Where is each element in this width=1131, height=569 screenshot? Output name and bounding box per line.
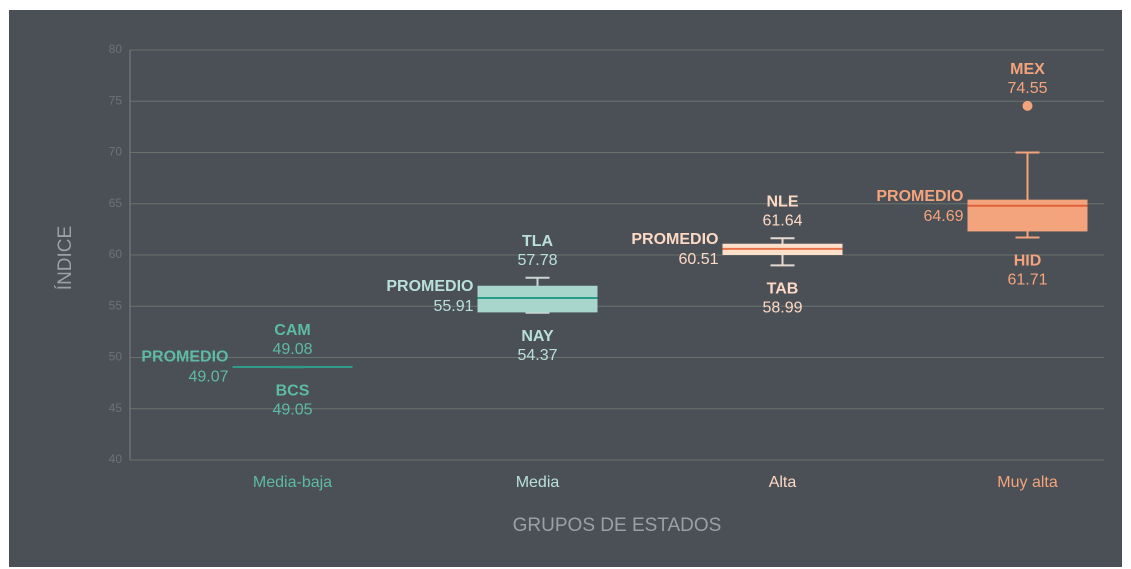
- annotation-value: 54.37: [517, 347, 557, 364]
- annotation-label: MEX: [1010, 61, 1045, 78]
- annotation-label: NAY: [521, 328, 554, 345]
- x-tick-label: Muy alta: [997, 474, 1058, 491]
- x-tick-label: Media: [516, 474, 560, 491]
- y-axis-label: ÍNDICE: [55, 226, 76, 290]
- annotation-label: BCS: [276, 382, 310, 399]
- annotation-label: HID: [1014, 253, 1042, 270]
- x-tick-label: Alta: [769, 474, 797, 491]
- annotation-value: 49.05: [272, 401, 312, 418]
- y-tick-label: 70: [109, 145, 123, 159]
- mean-label: PROMEDIO: [876, 188, 963, 205]
- annotation-value: 49.08: [272, 341, 312, 358]
- x-tick-label: Media-baja: [253, 474, 332, 491]
- annotation-label: NLE: [767, 193, 799, 210]
- y-tick-label: 65: [109, 196, 123, 210]
- y-tick-label: 75: [109, 93, 123, 107]
- y-tick-label: 55: [109, 298, 123, 312]
- mean-value: 64.69: [923, 208, 963, 225]
- y-tick-label: 50: [109, 350, 123, 364]
- y-tick-label: 45: [109, 401, 123, 415]
- annotation-value: 61.64: [762, 212, 802, 229]
- mean-label: PROMEDIO: [141, 348, 228, 365]
- annotation-value: 74.55: [1007, 80, 1047, 97]
- annotation-value: 58.99: [762, 300, 802, 317]
- mean-value: 60.51: [678, 251, 718, 268]
- y-tick-label: 80: [109, 42, 123, 56]
- annotation-label: TAB: [767, 281, 799, 298]
- mean-value: 55.91: [433, 298, 473, 315]
- mean-label: PROMEDIO: [386, 278, 473, 295]
- annotation-value: 57.78: [517, 252, 557, 269]
- mean-value: 49.07: [188, 368, 228, 385]
- mean-label: PROMEDIO: [631, 231, 718, 248]
- annotation-value: 61.71: [1007, 272, 1047, 289]
- box: [967, 199, 1088, 232]
- box: [477, 285, 598, 313]
- annotation-label: TLA: [522, 233, 554, 250]
- outlier: [1022, 100, 1033, 111]
- y-tick-label: 40: [109, 452, 123, 466]
- x-axis-label: GRUPOS DE ESTADOS: [513, 515, 722, 536]
- annotation-label: CAM: [274, 322, 310, 339]
- y-tick-label: 60: [109, 247, 123, 261]
